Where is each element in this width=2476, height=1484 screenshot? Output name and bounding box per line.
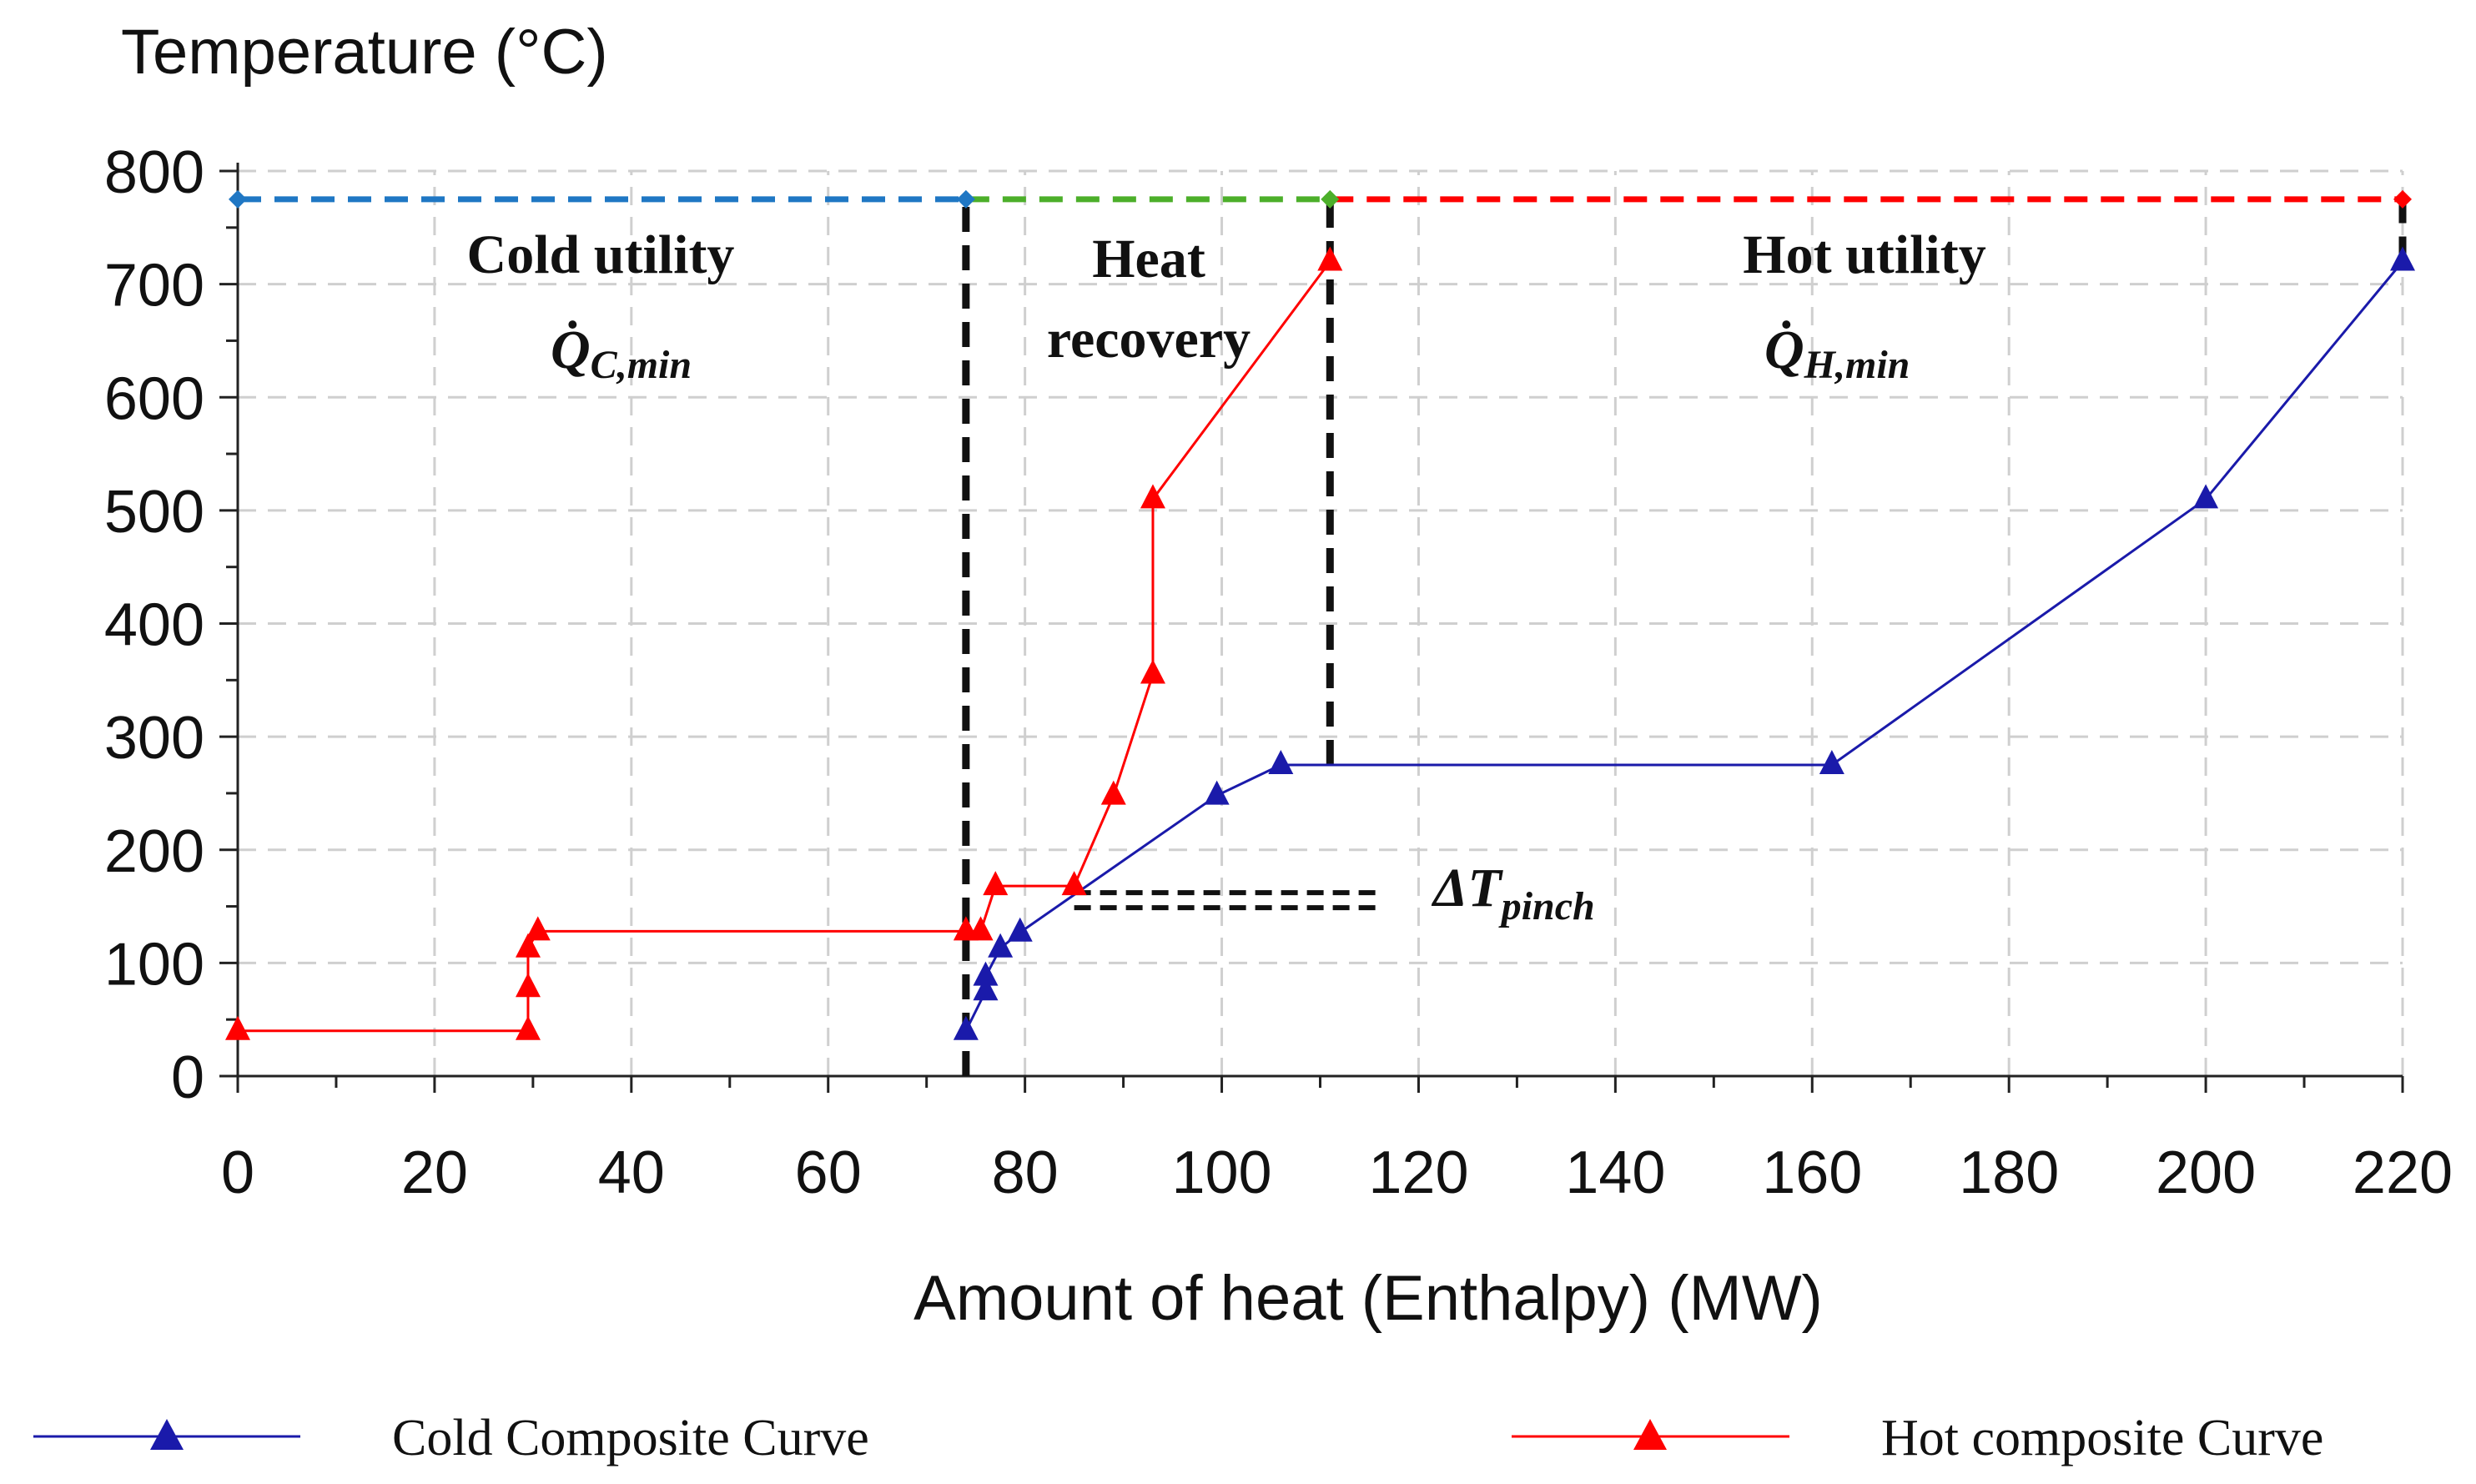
hot-curve-line [238,260,1331,1033]
x-axis-title: Amount of heat (Enthalpy) (MW) [913,1263,1823,1334]
cold-curve-point [2390,246,2415,271]
cold-curve-point [973,976,999,1001]
y-tick-label: 600 [104,365,204,432]
hot-curve-point [515,973,541,998]
hot-curve-point [1140,484,1165,509]
x-tick-label: 180 [1959,1139,2059,1206]
cold-curve-line [964,260,2404,1032]
cold-curve-point [1268,750,1294,775]
y-tick-label: 500 [104,479,204,546]
x-tick-label: 120 [1368,1139,1468,1206]
cold-utility-label: Cold utility [467,224,735,285]
cold-curve-point [1007,917,1033,942]
x-tick-label: 0 [221,1139,254,1206]
axes: 0 20 40 60 80 100 120 140 160 180 200 220 0 100 200 300… [104,139,2453,1206]
hot-utility-label: Hot utility [1743,224,1986,285]
hot-utility-symbol: Q̇H,min [1764,319,1910,387]
cold-curve-point [988,933,1014,958]
x-tick-label: 100 [1171,1139,1271,1206]
x-tick-label: 220 [2353,1139,2453,1206]
hot-curve-point [225,1015,250,1040]
annotations [229,189,2412,1076]
x-tick-label: 20 [401,1139,468,1206]
cold-utility-end-marker [956,189,975,209]
x-tick-label: 80 [992,1139,1059,1206]
y-tick-label: 400 [104,592,204,659]
hot-curve-point [1061,871,1087,896]
hot-curve-point [515,1015,541,1040]
y-tick-label: 700 [104,253,204,319]
heat-recovery-label-line2: recovery [1047,309,1251,370]
hot-curve-point [983,871,1009,896]
x-tick-label: 40 [598,1139,665,1206]
legend-marker-cold [150,1419,184,1450]
hot-utility-end-marker [2393,189,2412,209]
pinch-label: ΔTpinch [1431,858,1595,928]
legend-label-cold: Cold Composite Curve [392,1410,869,1466]
heat-recovery-end-marker [1321,189,1340,209]
y-tick-label: 300 [104,705,204,772]
cold-curve-point [973,961,999,986]
legend-marker-hot [1633,1419,1667,1450]
y-tick-label: 200 [104,818,204,885]
cold-utility-start-marker [229,189,247,209]
hot-curve-point [968,916,994,941]
x-tick-label: 140 [1565,1139,1665,1206]
grid [238,169,2404,1076]
legend-label-hot: Hot composite Curve [1881,1410,2323,1466]
x-tick-label: 60 [795,1139,862,1206]
hot-curve-point [1100,780,1126,805]
y-tick-label: 0 [171,1044,204,1111]
hot-curve-point [1140,659,1165,684]
y-tick-label: 800 [104,139,204,206]
hot-curve-point [1317,246,1343,271]
hot-curve-point [515,933,541,958]
series [225,246,2415,1040]
cold-curve-point [953,1015,979,1040]
cold-utility-symbol: Q̇C,min [551,319,692,387]
y-axis-title: Temperature (°C) [121,17,608,88]
cold-curve-point [2193,484,2219,509]
x-tick-label: 160 [1762,1139,1862,1206]
cold-curve-point [1819,750,1844,775]
cold-curve-point [1204,780,1230,805]
x-tick-label: 200 [2156,1139,2256,1206]
y-tick-label: 100 [104,931,204,998]
hot-curve-point [525,916,551,941]
heat-recovery-label-line1: Heat [1092,229,1205,289]
legend: Cold Composite Curve Hot composite Curve [33,1410,2323,1466]
